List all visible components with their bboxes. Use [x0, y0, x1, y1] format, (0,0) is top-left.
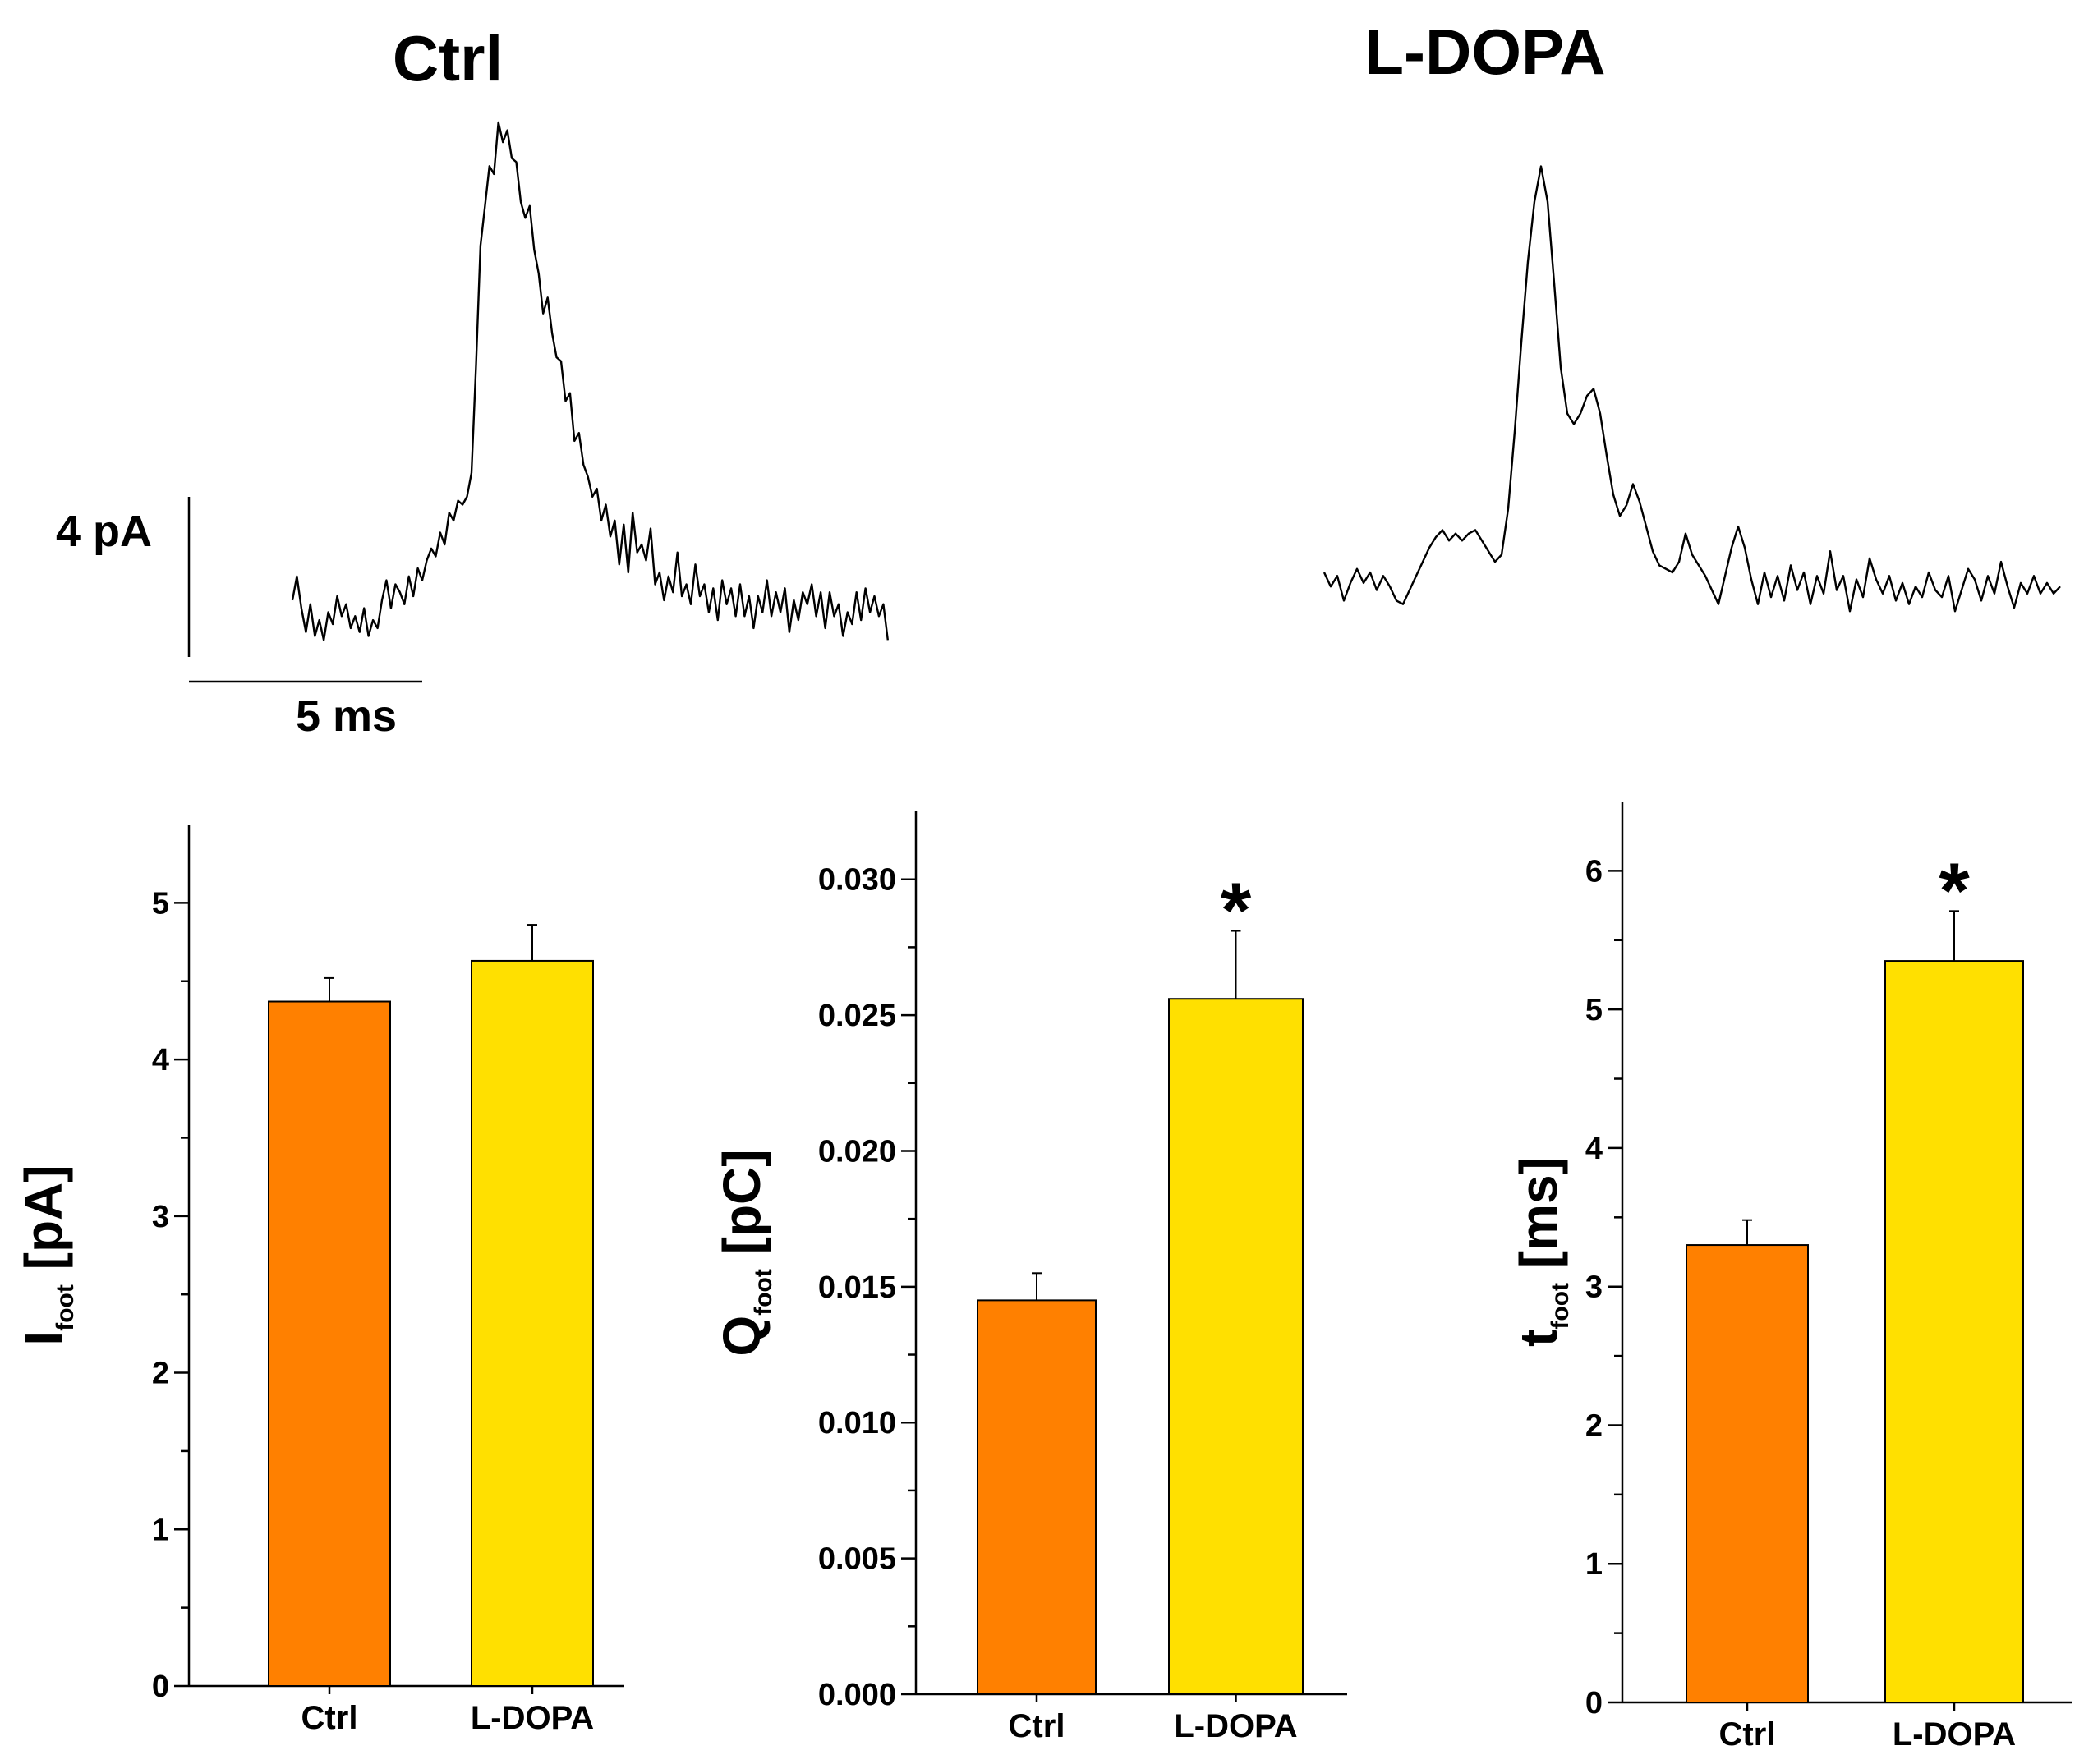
bar-ctrl: [977, 1299, 1097, 1696]
y-tick-label: 4: [1585, 1132, 1603, 1166]
y-tick-label: 0.030: [818, 863, 896, 898]
y-tick-label: 2: [152, 1357, 169, 1391]
y-tick-label: 3: [152, 1200, 169, 1234]
y-axis-label-subscript: foot: [52, 1284, 79, 1331]
y-tick-label: 1: [152, 1513, 169, 1547]
scale-bar: 4 pA 5 ms: [56, 497, 422, 741]
y-tick-label: 0.015: [818, 1270, 896, 1305]
y-axis-label-unit: [ms]: [1509, 1157, 1568, 1283]
significance-star: *: [1221, 867, 1252, 955]
chart-tfoot: 0 1 2 3 4 5 6 tfoot [ms] Ctrl L-DOPA *: [1509, 802, 2072, 1753]
y-axis-label-subscript: foot: [1547, 1283, 1574, 1330]
trace-ldopa-line: [1323, 165, 2061, 613]
trace-title-ldopa: L-DOPA: [1364, 16, 1605, 88]
y-tick-label: 0.025: [818, 999, 896, 1033]
y-axis-label: tfoot [ms]: [1509, 1157, 1574, 1347]
bar-ctrl: [1686, 1244, 1809, 1703]
y-axis-label-unit: [pC]: [712, 1149, 771, 1269]
y-tick-label: 0.010: [818, 1406, 896, 1440]
trace-title-ctrl: Ctrl: [393, 22, 503, 94]
y-axis-label-unit: [pA]: [14, 1165, 73, 1284]
y-tick-label: 0.020: [818, 1134, 896, 1169]
bar-l-dopa: [1884, 960, 2024, 1703]
y-tick-label: 0.000: [818, 1678, 896, 1712]
y-axis-label: Ifoot [pA]: [14, 1165, 79, 1345]
scale-bar-x-label: 5 ms: [296, 691, 397, 741]
y-axis-label-symbol: t: [1509, 1330, 1568, 1347]
x-tick-label: Ctrl: [301, 1700, 358, 1736]
trace-ctrl-line: [291, 121, 889, 641]
y-tick-label: 5: [152, 886, 169, 921]
y-tick-label: 1: [1585, 1547, 1603, 1582]
y-tick-label: 0.005: [818, 1542, 896, 1577]
y-axis-label-symbol: I: [14, 1331, 73, 1346]
y-tick-label: 5: [1585, 993, 1603, 1027]
y-tick-label: 4: [152, 1043, 169, 1077]
y-tick-label: 0: [152, 1670, 169, 1704]
y-tick-label: 2: [1585, 1408, 1603, 1443]
y-tick-label: 6: [1585, 854, 1603, 889]
x-tick-label: L-DOPA: [471, 1700, 594, 1736]
y-tick-label: 3: [1585, 1270, 1603, 1305]
scale-bar-y-label: 4 pA: [56, 507, 152, 556]
chart-qfoot: 0.000 0.005 0.010 0.015 0.020 0.025 0.030 Qfoot…: [712, 811, 1347, 1744]
x-tick-label: L-DOPA: [1893, 1716, 2016, 1753]
chart-ifoot: 0 1 2 3 4 5 Ifoot [pA] Ctrl L-DOPA: [14, 825, 624, 1736]
x-tick-label: Ctrl: [1009, 1708, 1065, 1744]
bar-l-dopa: [471, 959, 594, 1687]
y-axis-label-symbol: Q: [712, 1316, 771, 1357]
x-tick-label: L-DOPA: [1174, 1708, 1297, 1744]
bar-ctrl: [268, 1000, 391, 1688]
bar-l-dopa: [1168, 998, 1304, 1695]
significance-star: *: [1939, 847, 1970, 935]
y-tick-label: 0: [1585, 1686, 1603, 1720]
x-tick-label: Ctrl: [1719, 1716, 1776, 1753]
y-axis-label-subscript: foot: [750, 1269, 777, 1316]
y-axis-label: Qfoot [pC]: [712, 1149, 777, 1356]
